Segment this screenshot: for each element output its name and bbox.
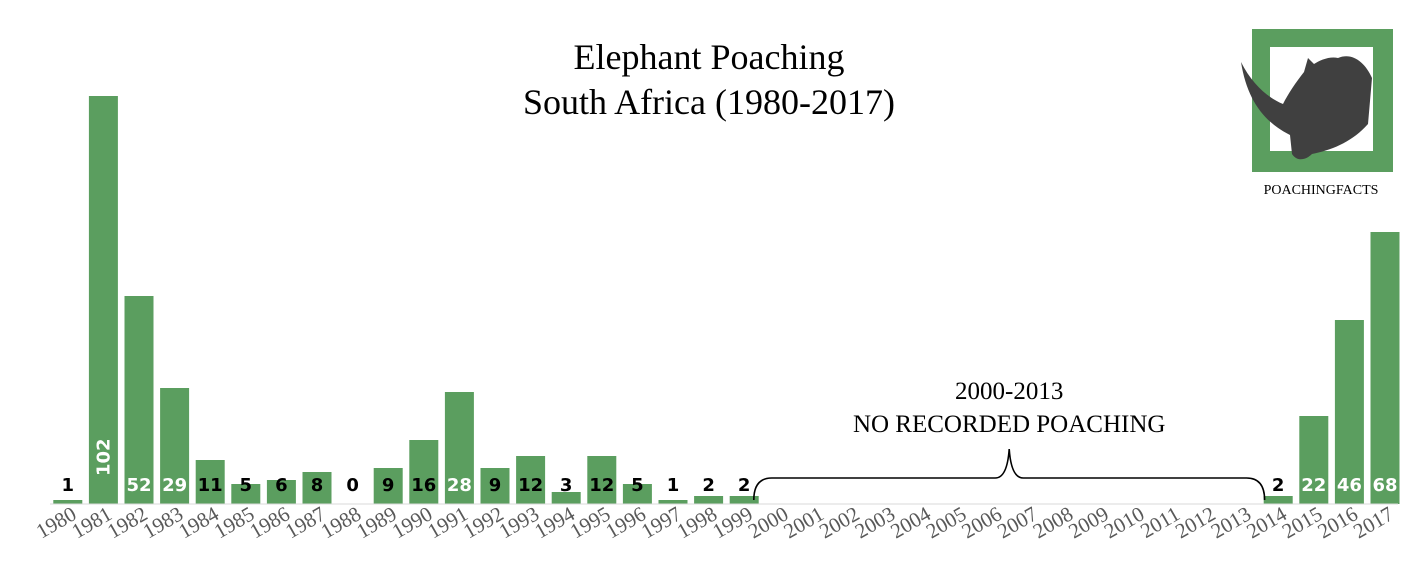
value-label-2014: 2	[1272, 475, 1285, 496]
value-label-1980: 1	[62, 475, 75, 496]
bar-1999	[729, 496, 759, 504]
value-label-1990: 16	[411, 475, 436, 496]
bar-1997	[658, 500, 688, 504]
value-label-1998: 2	[702, 475, 715, 496]
chart-subtitle: South Africa (1980-2017)	[523, 82, 895, 122]
bar-1995	[587, 456, 617, 504]
bar-1992	[480, 468, 510, 504]
bar-1982	[124, 296, 154, 504]
value-label-1999: 2	[738, 475, 751, 496]
value-label-1993: 12	[518, 475, 543, 496]
value-label-1991: 28	[447, 475, 472, 496]
bar-1993	[516, 456, 546, 504]
bar-2017	[1370, 232, 1400, 504]
value-label-1997: 1	[667, 475, 680, 496]
poachingfacts-logo: POACHINGFACTS	[1241, 29, 1393, 198]
value-label-1984: 11	[198, 475, 223, 496]
annotation-line-1: 2000-2013	[955, 378, 1063, 405]
bar-2014	[1263, 496, 1293, 504]
bar-1994	[551, 492, 581, 504]
value-label-2016: 46	[1337, 475, 1362, 496]
value-label-2015: 22	[1301, 475, 1326, 496]
annotation-brace	[753, 448, 1266, 501]
value-label-1995: 12	[589, 475, 614, 496]
value-label-1987: 8	[311, 475, 324, 496]
value-label-1986: 6	[275, 475, 288, 496]
rhino-head-icon	[1241, 56, 1372, 160]
bars-group	[53, 96, 1400, 504]
bar-1984	[195, 460, 225, 504]
no-poaching-annotation: 2000-2013 NO RECORDED POACHING	[753, 378, 1266, 501]
value-label-1982: 52	[126, 475, 151, 496]
value-label-1983: 29	[162, 475, 187, 496]
x-tick-labels-group: 1980198119821983198419851986198719881989…	[32, 501, 1398, 543]
bar-1983	[160, 388, 190, 504]
x-tick-2017: 2017	[1349, 502, 1397, 544]
bar-1980	[53, 500, 83, 504]
bar-1987	[302, 472, 332, 504]
value-label-1985: 5	[240, 475, 253, 496]
bar-1985	[231, 484, 261, 504]
bar-1991	[444, 392, 474, 504]
value-label-1981: 102	[93, 438, 114, 476]
chart-title: Elephant Poaching	[574, 37, 845, 77]
bar-1996	[622, 484, 652, 504]
value-label-1988: 0	[346, 475, 359, 496]
annotation-line-2: NO RECORDED POACHING	[853, 411, 1166, 438]
value-label-2017: 68	[1372, 475, 1397, 496]
bar-1998	[694, 496, 724, 504]
logo-text: POACHINGFACTS	[1264, 183, 1379, 198]
value-label-1994: 3	[560, 475, 573, 496]
bar-2016	[1334, 320, 1364, 504]
bar-2015	[1299, 416, 1329, 504]
bar-1989	[373, 468, 403, 504]
bar-1990	[409, 440, 439, 504]
value-label-1992: 9	[489, 475, 502, 496]
bar-1981	[88, 96, 118, 504]
value-label-1989: 9	[382, 475, 395, 496]
bar-1986	[266, 480, 296, 504]
value-label-1996: 5	[631, 475, 644, 496]
